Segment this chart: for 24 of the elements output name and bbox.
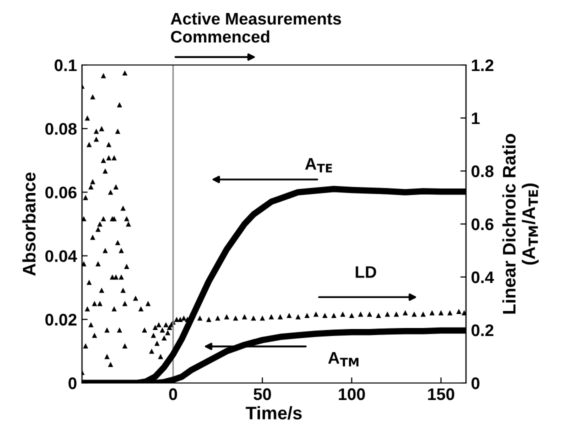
x-tick-label: 150 (428, 388, 454, 400)
y2-tick-label: 0.6 (472, 218, 494, 230)
text: Active Measurements Commenced (170, 12, 342, 43)
y2-tick-label: 0.4 (472, 271, 494, 284)
annotation: A$_{TM}$ (328, 352, 358, 366)
x-tick-label: 50 (254, 388, 271, 400)
y-tick-label: 0.04 (45, 250, 78, 262)
y-axis-title: Absorbance (22, 172, 36, 276)
y2-axis-title: Linear Dichroic Ratio (A$_{TM}$/A$_{TE}$) (502, 134, 539, 314)
y2-tick-label: 1 (472, 112, 480, 124)
x-tick-label: 100 (338, 388, 365, 400)
annotation: LD (356, 266, 376, 278)
y-tick-label: 0.02 (45, 314, 76, 326)
y-tick-label: 0.08 (45, 123, 77, 135)
y2-tick-label: 0.8 (472, 165, 494, 178)
y2-tick-label: 0.2 (472, 324, 494, 336)
annotation: A$_{TE}$ (305, 158, 332, 172)
y-tick-label: 0.06 (45, 186, 77, 198)
x-tick-label: 0 (169, 388, 178, 400)
y2-tick-label: 0 (472, 377, 480, 390)
y-tick-label: 0.1 (54, 59, 77, 72)
x-axis-title: Time/s (246, 406, 302, 420)
y2-tick-label: 1.2 (472, 59, 494, 72)
y-tick-label: 0 (68, 377, 76, 390)
